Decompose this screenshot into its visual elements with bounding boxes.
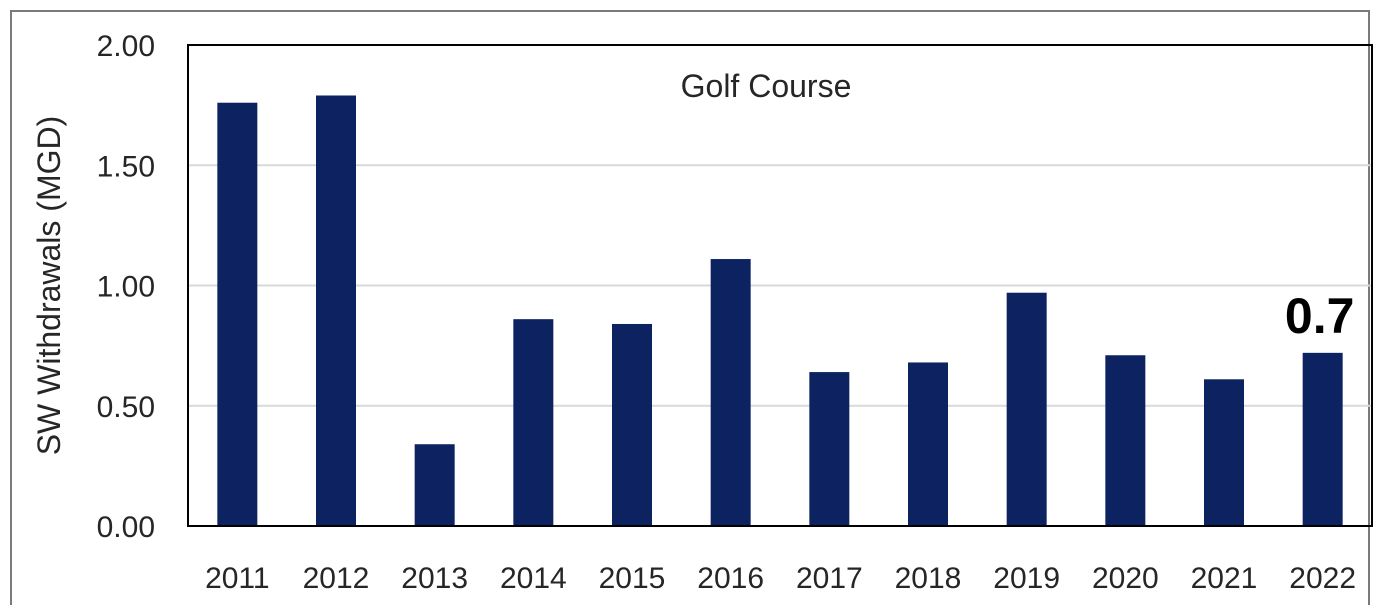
x-tick-label: 2019 xyxy=(993,562,1060,595)
plot-area-border xyxy=(187,44,1373,527)
y-tick-label: 2.00 xyxy=(97,30,155,63)
bar-2014 xyxy=(513,319,554,526)
bar-2018 xyxy=(908,362,948,526)
y-tick-labels: 0.00 0.50 1.00 1.50 2.00 xyxy=(97,30,155,544)
y-tick-label: 1.50 xyxy=(97,150,155,183)
bar-2021 xyxy=(1204,379,1244,526)
chart-title: Golf Course xyxy=(681,68,852,104)
y-axis-title: SW Withdrawals (MGD) xyxy=(31,116,67,456)
x-tick-label: 2017 xyxy=(796,562,863,595)
x-tick-label: 2022 xyxy=(1289,562,1356,595)
x-tick-label: 2014 xyxy=(500,562,567,595)
x-tick-label: 2013 xyxy=(401,562,468,595)
bar-2019 xyxy=(1006,292,1047,526)
x-tick-label: 2015 xyxy=(599,562,666,595)
x-tick-labels: 2011 2012 2013 2014 2015 2016 2017 2018 2019 2020… xyxy=(205,562,1356,595)
bar-2020 xyxy=(1105,355,1146,526)
bar-2015 xyxy=(612,323,652,526)
y-tick-label: 1.00 xyxy=(97,271,155,304)
bar-2017 xyxy=(809,372,850,526)
bar-2012 xyxy=(316,95,356,526)
bar-2016 xyxy=(710,259,751,526)
annotation-label: 0.7 xyxy=(1285,288,1355,344)
x-tick-label: 2018 xyxy=(895,562,962,595)
x-tick-label: 2012 xyxy=(303,562,370,595)
gridlines xyxy=(188,164,1372,407)
y-tick-label: 0.00 xyxy=(97,511,155,544)
bar-2011 xyxy=(217,102,258,526)
y-tick-label: 0.50 xyxy=(97,391,155,424)
x-tick-label: 2020 xyxy=(1092,562,1159,595)
x-tick-label: 2016 xyxy=(697,562,764,595)
bars xyxy=(217,95,1343,526)
x-tick-label: 2021 xyxy=(1191,562,1258,595)
x-tick-label: 2011 xyxy=(205,562,270,595)
bar-2022 xyxy=(1302,352,1343,526)
bar-2013 xyxy=(414,444,455,526)
